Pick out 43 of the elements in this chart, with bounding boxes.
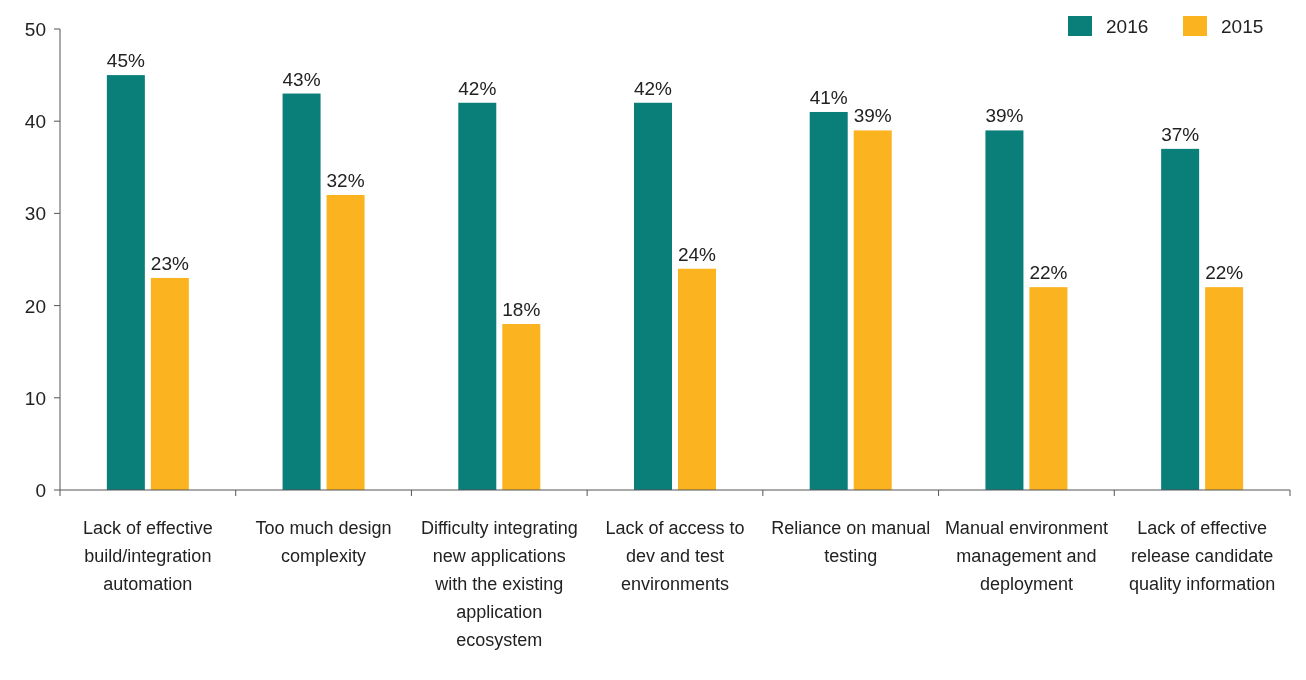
data-label: 32% (326, 169, 365, 191)
x-tick-label: Lack of effective release candidate quality information (1129, 518, 1276, 594)
y-tick-label: 20 (24, 295, 46, 317)
y-tick-label: 50 (24, 19, 46, 40)
x-tick-label: Difficulty integrating new applications with the existing application ecosystem (420, 518, 578, 650)
data-label: 41% (809, 86, 848, 108)
bar (634, 102, 672, 490)
data-label: 42% (458, 77, 497, 99)
bar (1161, 148, 1200, 490)
legend-label: 2015 (1221, 16, 1264, 37)
data-label: 22% (1205, 262, 1244, 284)
data-label: 18% (502, 299, 541, 321)
bar (985, 130, 1024, 490)
bar (809, 111, 848, 490)
bar (282, 93, 321, 490)
x-tick-label: Lack of effective build/integration automation (82, 518, 213, 594)
bar (1029, 287, 1068, 490)
bar (678, 268, 716, 490)
y-tick-label: 30 (24, 203, 46, 225)
data-label: 24% (677, 243, 717, 265)
x-tick-label: Manual environment management and deployment (944, 518, 1108, 594)
legend-label: 2016 (1106, 16, 1149, 37)
bar (106, 75, 145, 490)
x-tick-label: Reliance on manual testing (771, 518, 931, 566)
y-tick-label: 40 (24, 111, 46, 133)
bar (502, 324, 541, 490)
y-tick-label: 10 (24, 387, 46, 409)
bar (150, 277, 189, 490)
data-label: 23% (150, 252, 189, 274)
data-label: 39% (985, 105, 1024, 127)
data-label: 45% (106, 50, 145, 72)
data-label: 42% (633, 77, 673, 99)
bar (326, 194, 365, 490)
data-label: 39% (853, 105, 892, 127)
bar (853, 130, 892, 490)
x-tick-label: Lack of access to dev and test environments (605, 518, 745, 594)
bar (458, 102, 497, 490)
data-label: 22% (1029, 262, 1068, 284)
y-tick-label: 0 (35, 480, 46, 501)
data-label: 37% (1161, 123, 1200, 145)
data-label: 43% (282, 68, 321, 90)
bar (1205, 287, 1244, 490)
x-tick-label: Too much design complexity (255, 518, 392, 566)
